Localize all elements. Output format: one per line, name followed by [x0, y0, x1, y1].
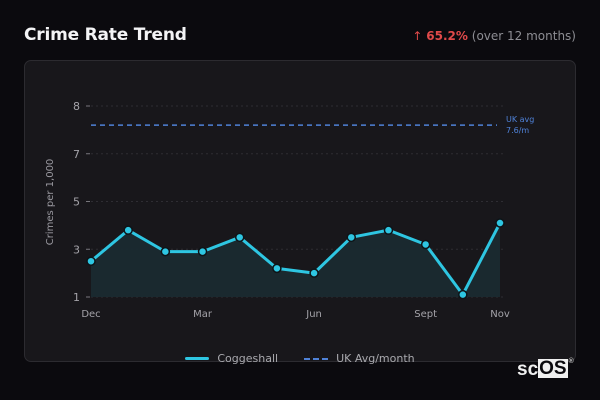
data-point[interactable]: [160, 246, 171, 257]
change-indicator: ↑ 65.2% (over 12 months): [412, 29, 576, 43]
logo-text: sc: [517, 359, 539, 380]
y-tick-label: 1: [73, 291, 80, 304]
data-point[interactable]: [234, 232, 245, 243]
series-area: [91, 222, 500, 297]
legend-item-uk-avg[interactable]: UK Avg/month: [304, 352, 415, 365]
legend-label: Coggeshall: [217, 352, 279, 365]
change-percentage: 65.2%: [426, 29, 468, 43]
data-point[interactable]: [272, 263, 282, 274]
data-point[interactable]: [420, 239, 431, 250]
trend-up-icon: ↑: [412, 29, 423, 43]
data-point[interactable]: [197, 246, 208, 257]
solid-line-swatch-icon: [185, 357, 210, 360]
x-tick-label: Mar: [193, 309, 213, 320]
x-tick-label: Jun: [305, 309, 322, 320]
y-tick-label: 5: [73, 196, 80, 209]
series-line-coggeshall: [90, 222, 502, 297]
y-tick-label: 8: [73, 100, 80, 113]
scos-logo: sc OS ®: [517, 358, 574, 381]
legend-label: UK Avg/month: [336, 352, 415, 365]
data-point[interactable]: [346, 232, 357, 243]
y-axis-label: Crimes per 1,000: [45, 159, 56, 246]
dashed-line-swatch-icon: [304, 357, 329, 360]
change-period: (over 12 months): [471, 29, 576, 43]
y-tick-label: 3: [73, 243, 80, 256]
registered-mark: ®: [568, 358, 574, 365]
chart-card: [24, 60, 576, 362]
page-title: Crime Rate Trend: [24, 25, 187, 45]
legend-item-coggeshall[interactable]: Coggeshall: [185, 352, 278, 365]
data-point[interactable]: [383, 225, 394, 235]
data-point[interactable]: [123, 225, 133, 235]
y-tick-label: 7: [73, 148, 80, 161]
chart-legend: Coggeshall UK Avg/month: [0, 352, 600, 365]
data-point[interactable]: [458, 289, 468, 300]
data-point[interactable]: [86, 256, 96, 266]
data-point[interactable]: [495, 218, 505, 228]
x-tick-label: Dec: [81, 309, 100, 320]
x-tick-label: Nov: [490, 309, 510, 320]
x-tick-label: Sept: [414, 309, 437, 320]
logo-text-box: OS: [538, 358, 568, 379]
data-point[interactable]: [309, 268, 319, 278]
uk-avg-annotation: UK avg: [506, 115, 534, 124]
uk-avg-annotation-value: 7.6/m: [506, 126, 529, 135]
